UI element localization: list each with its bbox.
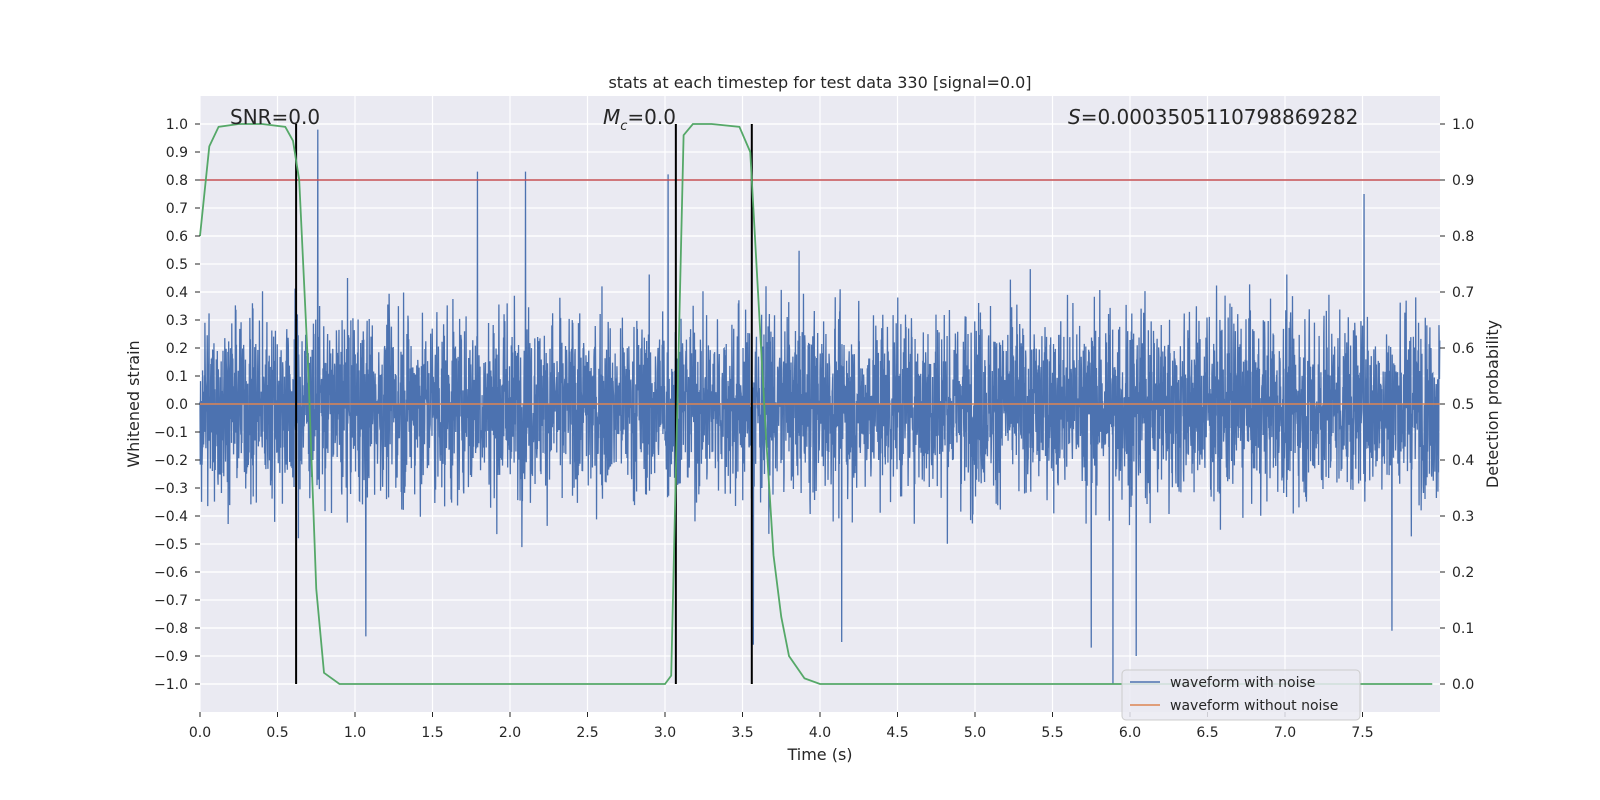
x-tick-label: 5.0 xyxy=(964,725,986,741)
x-tick-label: 3.5 xyxy=(731,725,753,741)
x-tick-label: 3.0 xyxy=(654,725,676,741)
y-tick-label: −0.2 xyxy=(154,453,188,469)
y-tick-label: −0.6 xyxy=(154,565,188,581)
y-tick-label: 0.2 xyxy=(166,341,188,357)
y-tick-label: −0.3 xyxy=(154,481,188,497)
y-tick-label: 0.7 xyxy=(166,201,188,217)
y-tick-label: 0.4 xyxy=(166,285,188,301)
y2-tick-label: 0.1 xyxy=(1452,621,1474,637)
s-annotation: S=0.0003505110798869282 xyxy=(1068,105,1358,129)
x-tick-label: 4.0 xyxy=(809,725,831,741)
legend-box xyxy=(1121,669,1361,721)
y-tick-label: 1.0 xyxy=(166,117,188,133)
y2-tick-label: 0.3 xyxy=(1452,509,1474,525)
y-tick-label: 0.0 xyxy=(166,397,188,413)
y-tick-label: 0.3 xyxy=(166,313,188,329)
y-tick-label: 0.8 xyxy=(166,173,188,189)
y-tick-label: −0.7 xyxy=(154,593,188,609)
y-axis-label: Whitened strain xyxy=(124,340,143,467)
x-tick-label: 1.0 xyxy=(344,725,366,741)
snr-annotation: SNR=0.0 xyxy=(230,105,320,129)
y2-tick-label: 0.0 xyxy=(1452,677,1474,693)
x-tick-label: 2.5 xyxy=(576,725,598,741)
x-tick-label: 6.0 xyxy=(1119,725,1141,741)
series-layer xyxy=(199,129,1441,685)
x-tick-label: 7.0 xyxy=(1274,725,1296,741)
x-tick-label: 2.0 xyxy=(499,725,521,741)
chart-title: stats at each timestep for test data 330… xyxy=(608,73,1031,92)
x-tick-label: 7.5 xyxy=(1351,725,1373,741)
series-waveform-with-noise xyxy=(199,129,1441,685)
y-tick-label: −1.0 xyxy=(154,677,188,693)
y2-tick-label: 0.2 xyxy=(1452,565,1474,581)
y2-axis-label: Detection probability xyxy=(1483,320,1502,488)
y-tick-label: 0.5 xyxy=(166,257,188,273)
legend-label-noisy: waveform with noise xyxy=(1170,675,1315,691)
y2-tick-label: 0.8 xyxy=(1452,229,1474,245)
y2-tick-label: 0.7 xyxy=(1452,285,1474,301)
y-tick-label: −0.1 xyxy=(154,425,188,441)
y-tick-label: −0.9 xyxy=(154,649,188,665)
y2-tick-label: 0.4 xyxy=(1452,453,1474,469)
y-tick-label: −0.8 xyxy=(154,621,188,637)
x-tick-label: 4.5 xyxy=(886,725,908,741)
x-tick-label: 1.5 xyxy=(421,725,443,741)
x-tick-label: 6.5 xyxy=(1196,725,1218,741)
axes: 0.0 0.5 1.0 1.5 2.0 2.5 3.0 3.5 4.0 4.5 5.0 5.5 6.0 6… xyxy=(154,117,1474,741)
x-axis-label: Time (s) xyxy=(786,745,852,764)
series-detection-probability xyxy=(199,123,1433,685)
y-tick-label: 0.6 xyxy=(166,229,188,245)
y2-tick-label: 1.0 xyxy=(1452,117,1474,133)
legend: waveform with noise waveform without noi… xyxy=(1121,669,1361,721)
y2-tick-label: 0.6 xyxy=(1452,341,1474,357)
y-tick-label: 0.1 xyxy=(166,369,188,385)
x-tick-label: 0.0 xyxy=(189,725,211,741)
y-tick-label: 0.9 xyxy=(166,145,188,161)
y2-tick-label: 0.9 xyxy=(1452,173,1474,189)
y-tick-label: −0.4 xyxy=(154,509,188,525)
y2-tick-label: 0.5 xyxy=(1452,397,1474,413)
x-tick-label: 5.5 xyxy=(1041,725,1063,741)
chirp-mass-annotation: Mc=0.0 xyxy=(603,105,676,134)
overlay-layer xyxy=(199,123,1440,685)
y-tick-label: −0.5 xyxy=(154,537,188,553)
x-tick-label: 0.5 xyxy=(266,725,288,741)
legend-label-clean: waveform without noise xyxy=(1170,698,1338,714)
